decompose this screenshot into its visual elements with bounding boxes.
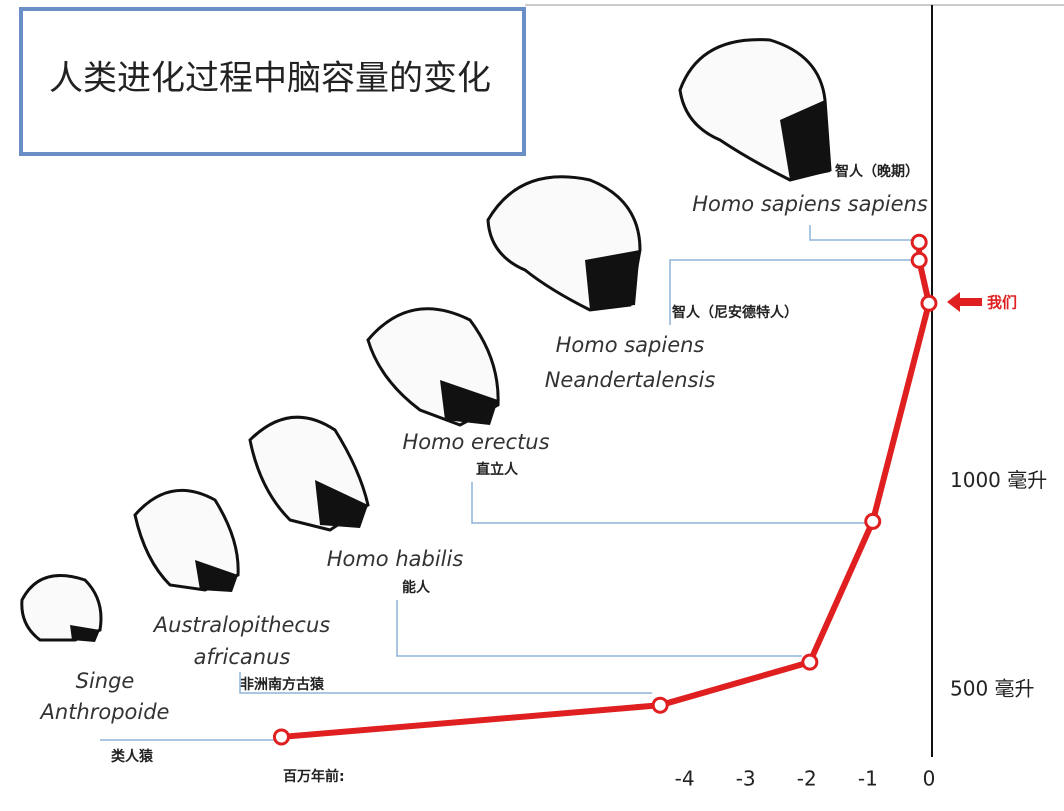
connector [669,259,912,325]
x-tick-label: 0 [923,767,936,791]
skull [678,38,832,182]
point [651,696,669,714]
species-name: Homo sapiens [556,333,705,357]
point [272,728,290,746]
species-name: africanus [194,645,291,669]
x-tick-label: -4 [675,767,695,791]
species-name: Singe [76,669,135,693]
skull [20,574,103,642]
species-name-zh: 直立人 [476,461,519,478]
callout-label: 我们 [987,294,1017,312]
species-name: Homo habilis [327,547,464,571]
species-name: Homo erectus [402,430,549,454]
point [910,251,928,269]
species-name: Anthropoide [39,700,170,724]
x-axis-label: 百万年前: [283,768,345,785]
y-tick-label: 500 毫升 [950,677,1035,701]
line [281,242,932,740]
skull [486,175,642,312]
skull [248,415,370,532]
chart-title: 人类进化过程中脑容量的变化 [49,59,491,99]
species-name: Neandertalensis [545,368,716,392]
y-tick-label: 1000 毫升 [950,468,1047,492]
species-name-zh: 智人（尼安德特人） [671,304,798,321]
point [920,294,938,312]
skull [366,307,500,427]
point [910,233,928,251]
skull [133,488,240,592]
callout-arrow [947,292,982,312]
point [864,512,882,530]
connector [809,225,912,241]
point [801,653,819,671]
x-tick-label: -3 [736,767,756,791]
species-name: Homo sapiens sapiens [692,192,928,216]
connector [396,600,802,657]
title-box [19,7,526,156]
connector [239,672,653,694]
x-tick-label: -1 [858,767,878,791]
connector [471,482,865,524]
species-name-zh: 类人猿 [111,748,154,765]
x-tick-label: -2 [797,767,817,791]
species-name-zh: 非洲南方古猿 [240,676,325,693]
species-name-zh: 智人（晚期） [834,163,919,180]
species-name: Australopithecus [152,613,331,637]
species-name-zh: 能人 [402,579,431,596]
